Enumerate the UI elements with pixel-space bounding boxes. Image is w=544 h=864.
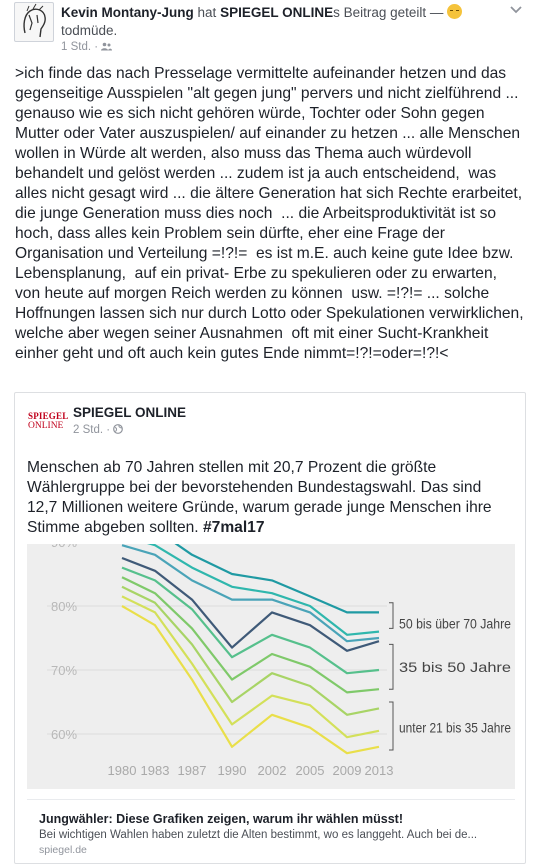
x-tick-label: 2013 — [365, 763, 394, 778]
x-tick-label: 2002 — [258, 763, 287, 778]
link-description: Bei wichtigen Wahlen haben zuletzt die A… — [39, 829, 478, 841]
group-bracket — [389, 643, 394, 690]
author-avatar[interactable] — [14, 2, 54, 42]
post-time[interactable]: 1 Std. — [61, 41, 92, 53]
shared-page-name[interactable]: SPIEGEL ONLINE — [73, 405, 187, 420]
hashtag-link[interactable]: #7mal17 — [202, 519, 265, 536]
x-tick-label: 1980 — [108, 763, 137, 778]
meta-dot: · — [94, 41, 102, 53]
group-label: 50 bis über 70 Jahre — [399, 615, 511, 631]
link-title[interactable]: Jungwähler: Diese Grafiken zeigen, warum… — [39, 812, 403, 826]
globe-icon — [113, 424, 124, 434]
shared-time[interactable]: 2 Std. — [73, 424, 104, 436]
chevron-down-icon[interactable] — [508, 2, 524, 18]
series-line — [121, 605, 380, 755]
feeling-text: todmüde. — [61, 23, 118, 38]
shared-text-body: Menschen ab 70 Jahren stellen mit 20,7 P… — [27, 459, 492, 536]
spiegel-logo[interactable]: SPIEGEL ONLINE — [28, 411, 69, 433]
post-meta: 1 Std. · — [61, 41, 113, 53]
group-bracket — [389, 602, 394, 629]
x-tick-label: 2009 — [333, 763, 362, 778]
y-tick-label: 70% — [51, 663, 77, 678]
avatar-sketch-icon — [23, 3, 46, 38]
post-body: >ich finde das nach Presselage vermittel… — [15, 65, 528, 362]
x-tick-label: 1983 — [141, 763, 170, 778]
x-tick-label: 1990 — [218, 763, 247, 778]
meta-dot: · — [106, 424, 114, 436]
logo-line-2: ONLINE — [28, 421, 64, 431]
series-line — [121, 566, 380, 675]
y-tick-label: 90% — [51, 544, 77, 550]
divider — [27, 799, 515, 800]
series-line — [121, 585, 380, 716]
group-bracket — [389, 701, 394, 751]
logo-line-1: SPIEGEL — [28, 411, 69, 421]
sleepy-emoji-icon — [447, 4, 463, 19]
series-line — [121, 595, 380, 739]
shared-post-card: SPIEGEL ONLINE SPIEGEL ONLINE 2 Std. · M… — [14, 392, 526, 864]
group-label: unter 21 bis 35 Jahre — [399, 720, 511, 736]
series-line — [121, 576, 380, 694]
x-tick-label: 1987 — [178, 763, 207, 778]
line-chart: 90% 80% 70% 60% 1980 1983 1987 1990 2002 2005 2009… — [47, 544, 511, 778]
series-line — [121, 544, 380, 643]
chart-image[interactable]: 90% 80% 70% 60% 1980 1983 1987 1990 2002 2005 2009… — [27, 544, 515, 789]
y-tick-label: 80% — [51, 599, 77, 614]
series-line — [146, 544, 380, 636]
shared-page-name[interactable]: SPIEGEL ONLINE — [220, 5, 334, 20]
author-name[interactable]: Kevin Montany-Jung — [61, 5, 194, 20]
x-tick-label: 2005 — [296, 763, 325, 778]
series-line — [174, 544, 379, 614]
group-label: 35 bis 50 Jahre — [399, 659, 511, 675]
shared-text: Menschen ab 70 Jahren stellen mit 20,7 P… — [27, 458, 515, 538]
post-header: Kevin Montany-Jung hat SPIEGEL ONLINEs B… — [61, 4, 511, 40]
shared-suffix: s Beitrag geteilt — — [333, 5, 444, 20]
y-tick-label: 60% — [51, 727, 77, 742]
link-domain: spiegel.de — [39, 844, 87, 856]
series-line — [121, 556, 380, 652]
shared-word: hat — [197, 5, 217, 20]
friends-icon — [101, 42, 113, 51]
shared-meta: 2 Std. · — [73, 424, 124, 436]
